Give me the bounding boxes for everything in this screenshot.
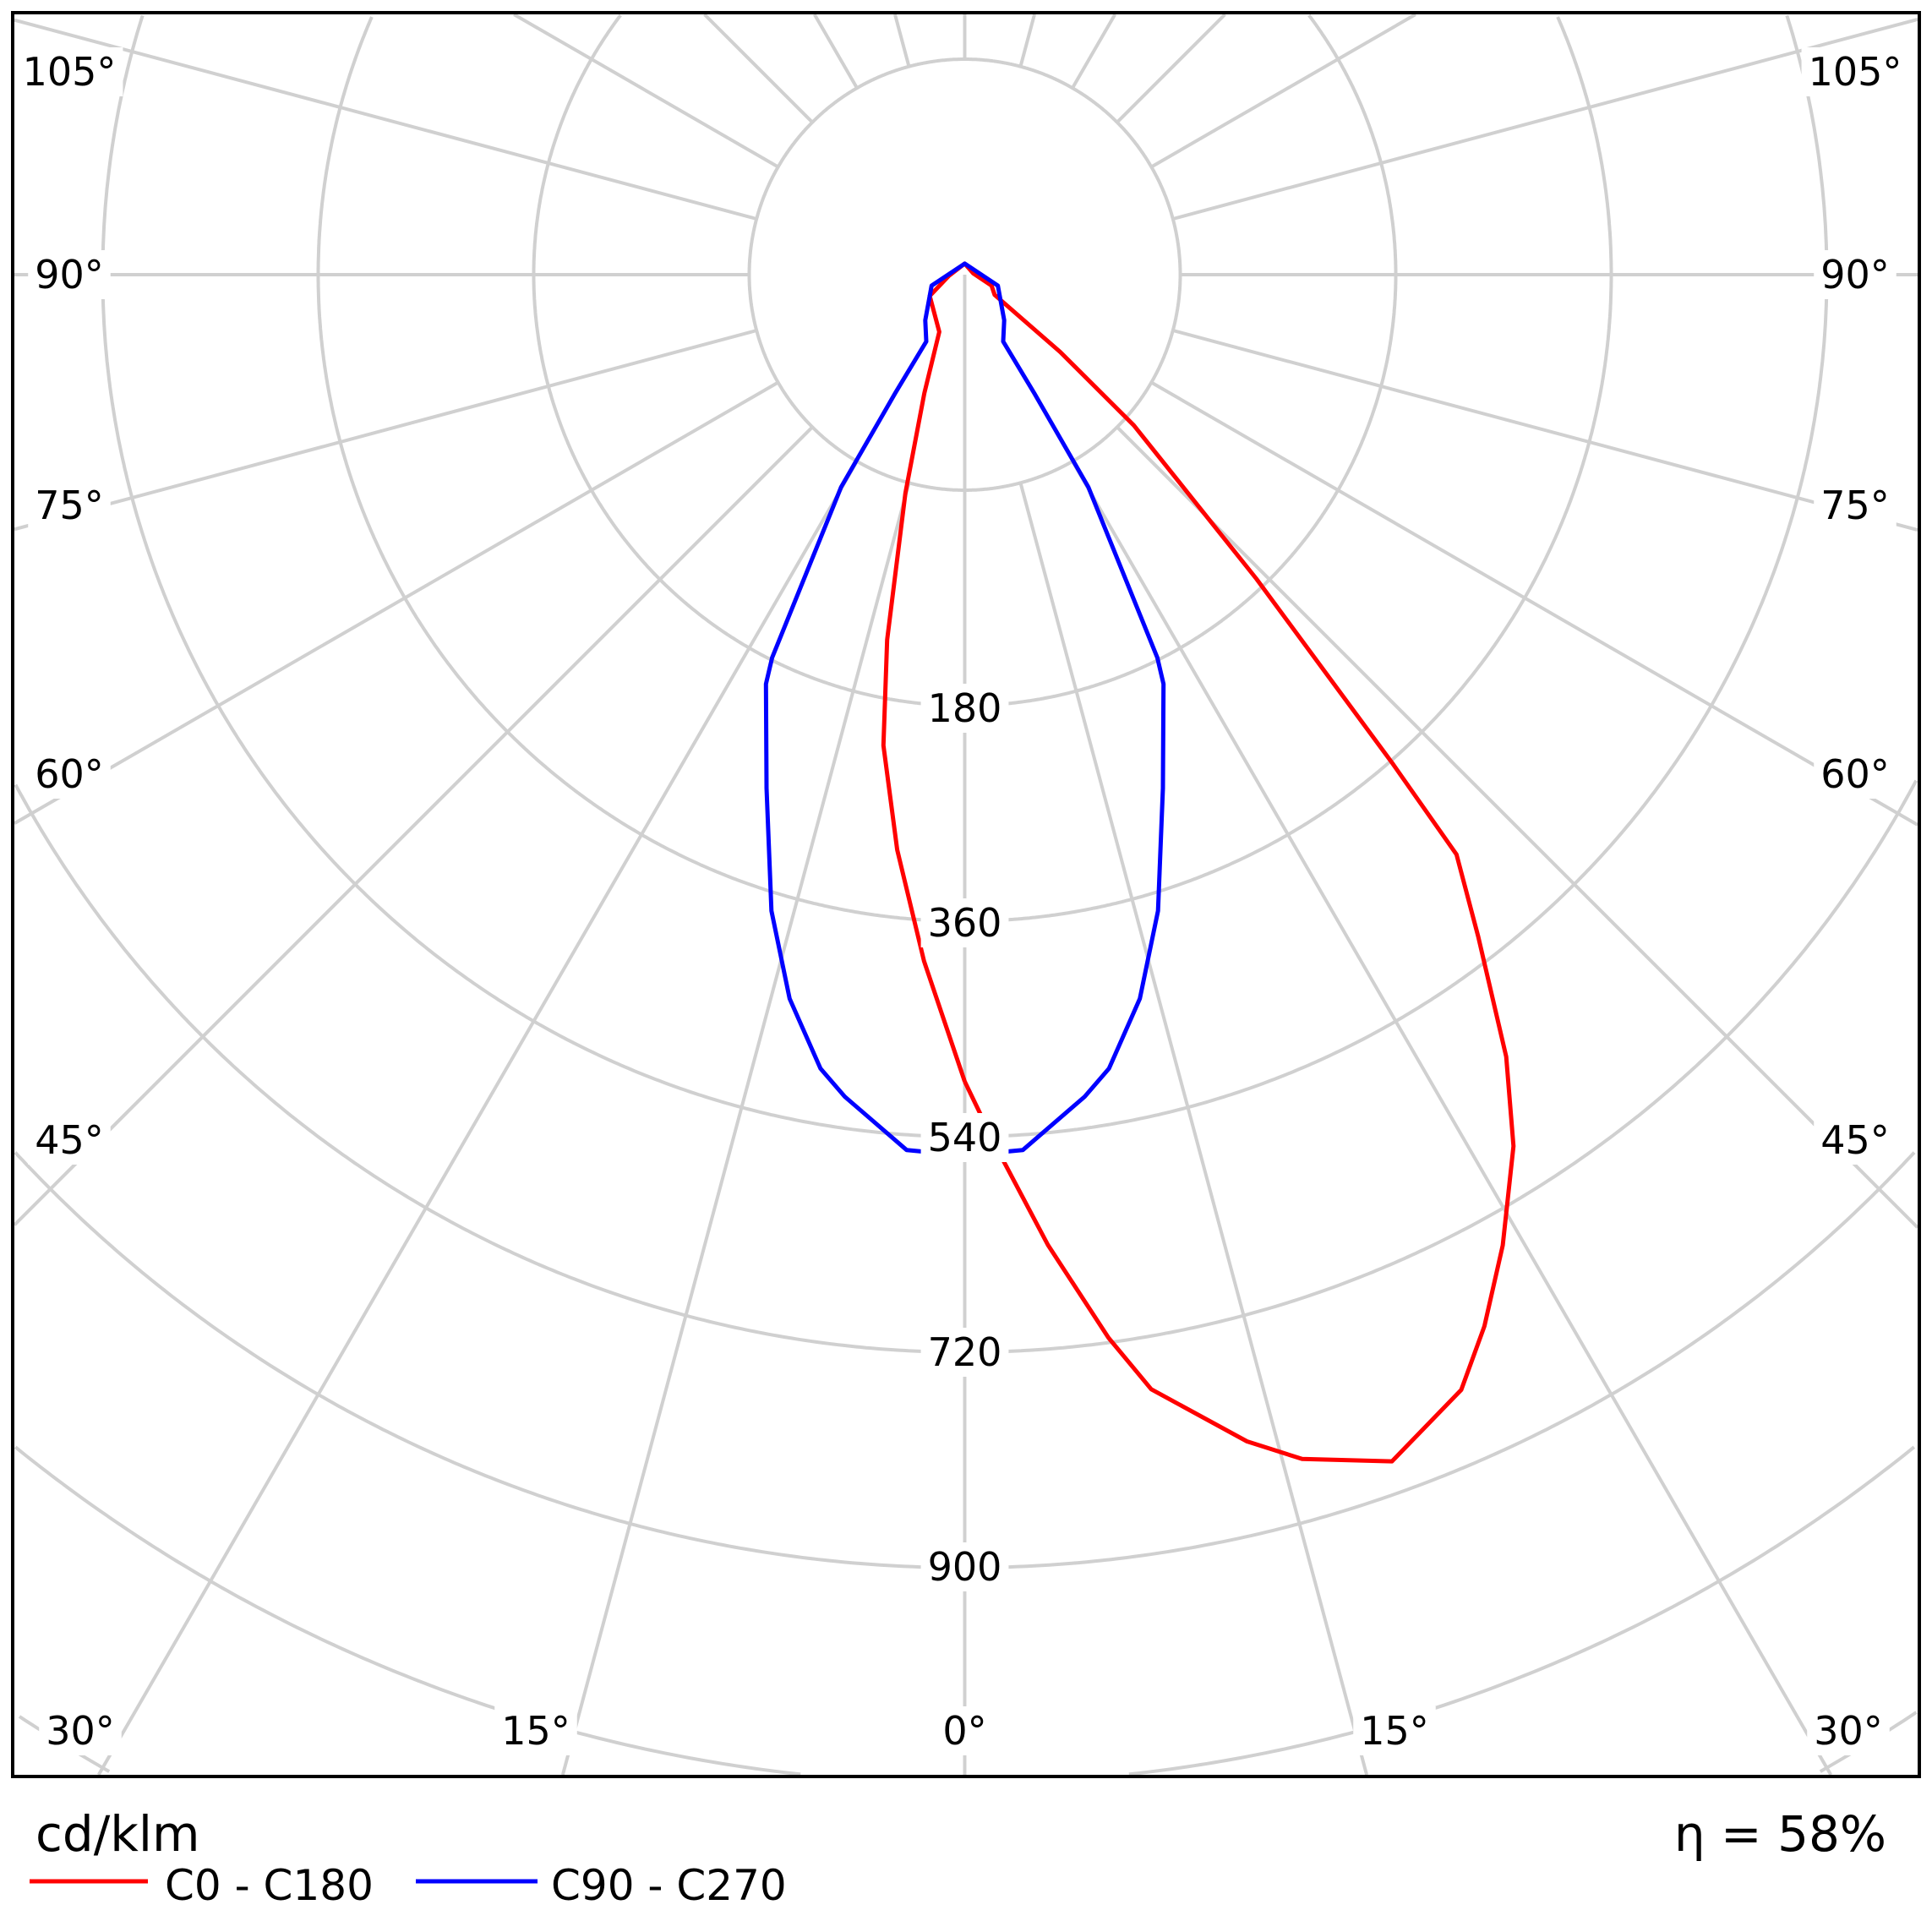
angle-label-left: 75° xyxy=(35,483,104,528)
label-background xyxy=(936,1706,994,1755)
label-background xyxy=(39,1706,122,1755)
label-background xyxy=(1814,250,1897,299)
angle-label-right: 105° xyxy=(1809,49,1902,95)
grid-spoke xyxy=(96,460,859,1776)
label-background xyxy=(28,481,111,530)
axis-labels: 105° 90° 75° 60° 45° 105° 90° 75° 60° 45° 30° 15° 0°… xyxy=(15,47,1909,1755)
angle-label-right: 90° xyxy=(1820,252,1890,297)
angle-label-bottom: 30° xyxy=(1814,1708,1883,1754)
label-background xyxy=(1807,1706,1890,1755)
label-background xyxy=(1814,1116,1897,1165)
angle-label-left: 90° xyxy=(35,252,104,297)
angle-label-bottom: 15° xyxy=(501,1708,570,1754)
grid-spoke xyxy=(703,13,814,124)
grid-spoke xyxy=(812,14,859,90)
curve-c0-c180 xyxy=(881,261,1516,1464)
radial-tick-label: 540 xyxy=(928,1115,1002,1160)
grid-spoke xyxy=(560,482,911,1776)
legend-label-c0-c180: C0 - C180 xyxy=(165,1861,374,1910)
curves xyxy=(763,261,1516,1464)
grid-ring xyxy=(14,1445,801,1776)
label-background xyxy=(28,1116,111,1165)
grid-spoke xyxy=(1116,13,1226,124)
angle-label-right: 75° xyxy=(1820,483,1890,528)
grid-spoke xyxy=(1150,13,1416,169)
efficiency-label: η = 58% xyxy=(1674,1805,1886,1863)
grid-spoke xyxy=(1116,425,1919,1229)
grid-spoke xyxy=(13,425,814,1226)
angle-label-right: 60° xyxy=(1820,751,1890,797)
label-background xyxy=(1353,1706,1436,1755)
label-background xyxy=(15,47,123,96)
radial-tick-label: 360 xyxy=(928,900,1002,946)
angle-label-left: 105° xyxy=(23,49,117,95)
grid-spoke xyxy=(893,14,911,68)
grid-ring xyxy=(1128,1445,1916,1776)
radial-tick-label: 180 xyxy=(928,685,1002,731)
grid-spoke xyxy=(14,329,757,532)
grid-spoke xyxy=(1150,380,1918,827)
grid-spoke xyxy=(1071,460,1833,1776)
curve-c90-c270 xyxy=(763,261,1166,1158)
radial-tick-label: 900 xyxy=(928,1544,1002,1590)
angle-label-left: 60° xyxy=(35,751,104,797)
grid-spoke xyxy=(14,18,757,221)
grid-spoke xyxy=(1071,14,1117,90)
label-background xyxy=(920,1542,1009,1591)
plot-frame xyxy=(11,11,1921,1778)
grid-spoke xyxy=(1172,17,1918,221)
label-background xyxy=(494,1706,577,1755)
label-background xyxy=(28,250,111,299)
label-background xyxy=(920,1113,1009,1162)
radial-tick-label: 720 xyxy=(928,1329,1002,1375)
label-background xyxy=(920,1328,1009,1377)
angle-label-left: 45° xyxy=(35,1117,104,1163)
label-background xyxy=(1801,47,1909,96)
legend: C0 - C180 C90 - C270 xyxy=(30,1861,787,1910)
label-background xyxy=(1814,481,1897,530)
label-background xyxy=(28,750,111,799)
unit-label: cd/klm xyxy=(35,1805,199,1863)
label-background xyxy=(920,898,1009,947)
polar-grid xyxy=(13,13,1919,1776)
grid-spoke xyxy=(13,380,779,825)
angle-label-bottom: 30° xyxy=(46,1708,115,1754)
angle-label-right: 45° xyxy=(1820,1117,1890,1163)
label-background xyxy=(1814,750,1897,799)
angle-label-bottom: 15° xyxy=(1360,1708,1429,1754)
angle-label-bottom: 0° xyxy=(942,1708,986,1754)
grid-spoke xyxy=(1018,482,1369,1776)
label-background xyxy=(920,684,1009,733)
grid-spoke xyxy=(513,13,779,169)
legend-label-c90-c270: C90 - C270 xyxy=(551,1861,787,1910)
grid-spoke xyxy=(1018,14,1036,68)
grid-spoke xyxy=(1172,329,1918,532)
